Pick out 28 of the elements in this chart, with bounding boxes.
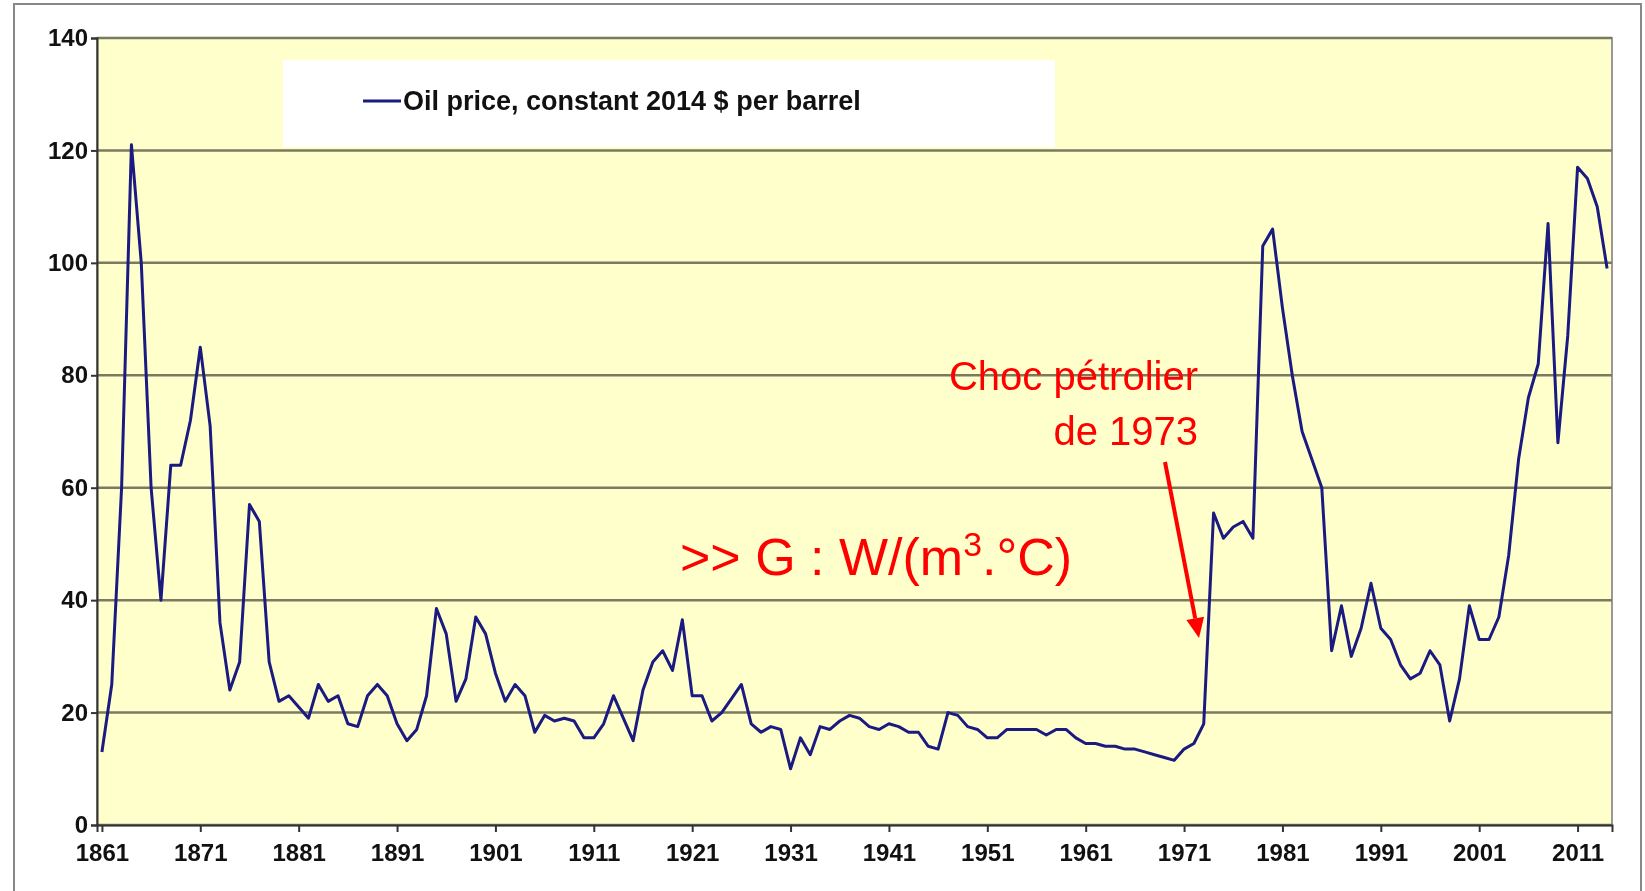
y-tick-label: 100 — [47, 249, 88, 277]
x-tick-label: 1991 — [1354, 839, 1409, 867]
x-tick-label: 1921 — [665, 839, 720, 867]
y-tick-label: 140 — [47, 24, 88, 52]
annotation: Choc pétrolier de 1973 — [948, 354, 1198, 453]
x-tick-label: 1871 — [174, 839, 228, 867]
x-tick-label: 1891 — [370, 839, 425, 867]
x-tick-label: 1931 — [764, 839, 818, 867]
x-tick-label: 1981 — [1256, 839, 1310, 867]
x-tick-label: 1881 — [272, 839, 326, 867]
y-tick-label: 60 — [61, 473, 88, 501]
y-tick-label: 80 — [61, 361, 88, 389]
y-tick-label: 120 — [47, 136, 88, 164]
y-tick-label: 20 — [61, 698, 88, 726]
x-tick-label: 2001 — [1453, 839, 1507, 867]
x-tick-label: 1941 — [862, 839, 917, 867]
annotation: >> G : W/(m$^{3}$.°C) — [680, 525, 1073, 586]
x-tick-label: 1861 — [75, 839, 130, 867]
y-tick-label: 0 — [74, 811, 88, 839]
x-tick-label: 1911 — [568, 839, 621, 867]
x-tick-label: 1901 — [469, 839, 523, 867]
x-tick-label: 1971 — [1157, 839, 1212, 867]
y-tick-label: 40 — [61, 586, 88, 614]
x-tick-label: 1951 — [961, 839, 1015, 867]
x-tick-label: 1961 — [1059, 839, 1113, 867]
x-tick-label: 2011 — [1552, 839, 1605, 867]
line-series — [100, 143, 1609, 771]
legend-label: Oil price, constant 2014 $ per barrel — [403, 86, 861, 116]
